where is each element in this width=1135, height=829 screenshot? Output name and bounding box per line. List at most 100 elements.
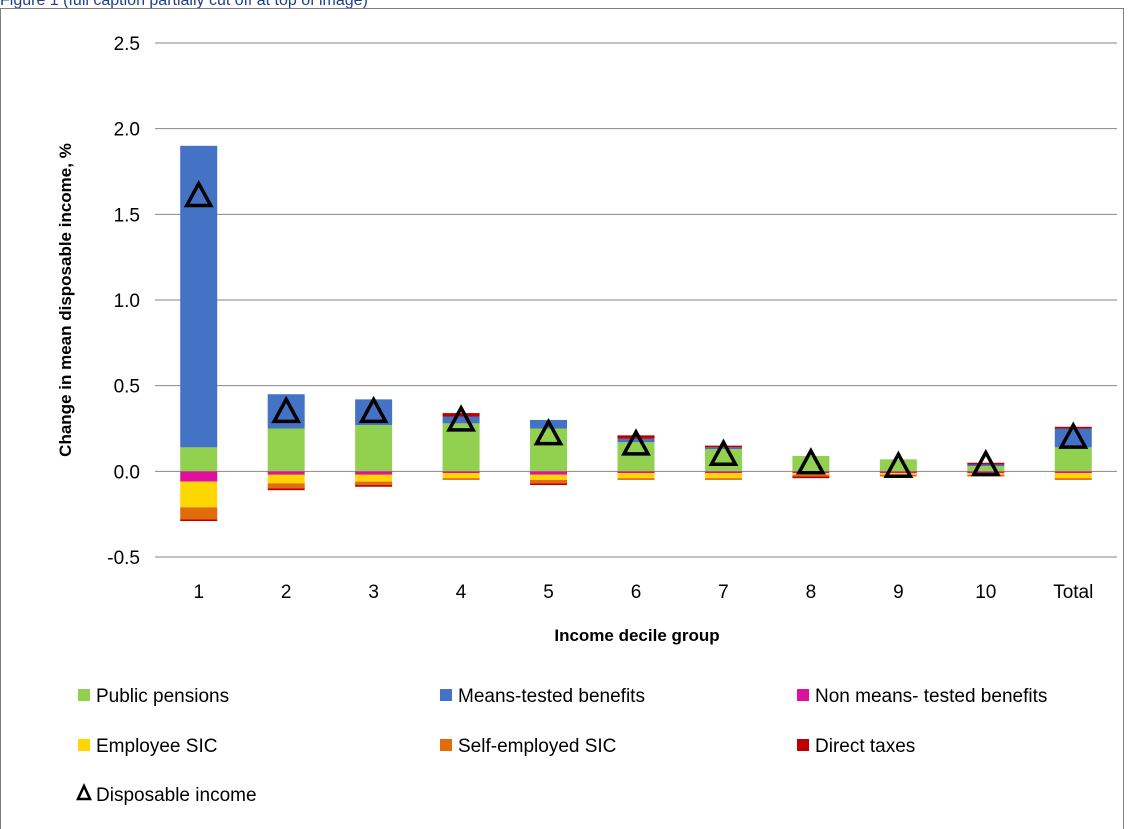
bar-segment [355,471,393,475]
legend-label: Self-employed SIC [458,736,616,757]
legend: Public pensions Means-tested benefits Non … [76,686,1047,806]
x-tick-label: 10 [975,582,996,603]
bar-segment [704,473,742,479]
bar-segment [1054,428,1092,448]
bars [180,145,1092,522]
bar-segment [704,445,742,448]
bar-segment [704,449,742,472]
bar-segment [530,471,568,475]
bar-segment [530,483,568,486]
legend-label: Public pensions [96,686,229,707]
bar-segment [530,479,568,484]
x-tick-label: 5 [543,582,554,603]
disposable-income-marker [446,404,477,432]
x-tick-label: 8 [806,582,817,603]
disposable-income-marker [183,179,214,208]
bar-segment [1054,447,1092,472]
bar-segment [442,416,480,424]
bar-segment [792,474,830,477]
y-tick-label: -0.5 [107,548,140,569]
bar-segment [879,471,917,474]
disposable-income-marker [533,417,564,446]
chart-frame [0,8,1124,829]
bar-segment [355,425,393,472]
x-axis-title: Income decile group [554,626,719,645]
disposable-income-marker [621,428,651,456]
x-tick-label: 4 [456,582,467,603]
bar-segment [617,438,655,443]
y-tick-labels: -0.5 0.0 0.5 1.0 1.5 2.0 2.5 [107,34,140,569]
x-tick-label: Total [1053,582,1093,603]
legend-swatch [78,689,90,701]
bar-segment [180,507,218,520]
bar-segment [967,462,1005,465]
bar-segment [967,464,1005,467]
legend-swatch [440,689,452,701]
bar-segment [355,474,393,482]
legend-swatch [797,739,809,751]
bar-segment [704,471,742,474]
bar-segment [967,471,1005,474]
bar-segment [792,455,830,472]
bar-segment [267,488,305,491]
legend-label: Means-tested benefits [458,686,645,707]
bar-segment [355,481,393,486]
bar-segment [617,478,655,480]
legend-label: Direct taxes [815,736,915,757]
x-tick-label: 3 [368,582,379,603]
bar-segment [967,466,1005,472]
bar-segment [442,473,480,479]
bar-segment [442,413,480,417]
bar-segment [267,483,305,489]
legend-swatch [76,783,92,801]
bar-segment [530,428,568,472]
x-tick-label: 6 [631,582,642,603]
bar-segment [879,473,917,475]
bar-segment [704,447,742,450]
disposable-income-marker [271,395,302,424]
gridlines [155,42,1117,558]
bar-segment [442,471,480,474]
page-title: Figure 1 (full caption partially cut off… [0,0,368,9]
y-tick-label: 0.5 [114,377,140,398]
x-tick-label: 7 [718,582,729,603]
disposable-income-marker [883,450,914,478]
bar-segment [180,145,218,448]
bar-segment [879,459,917,472]
bar-segment [617,442,655,472]
bar-segment [180,519,218,522]
bar-segment [617,473,655,479]
bar-segment [442,478,480,480]
y-axis-title: Change in mean disposable income, % [56,143,75,457]
disposable-income-marker [708,438,739,466]
bar-segment [792,476,830,479]
bar-segment [530,474,568,480]
x-tick-label: 9 [893,582,904,603]
bar-segment [1054,478,1092,480]
x-tick-labels: 1 2 3 4 5 6 7 8 9 10 Total [193,582,1093,603]
bar-segment [180,471,218,482]
disposable-income-marker [358,395,389,424]
bar-segment [617,471,655,474]
bar-segment [1054,471,1092,474]
bar-segment [180,447,218,472]
y-tick-label: 1.0 [114,291,140,312]
y-tick-label: 1.5 [114,205,140,226]
disposable-income-marker [970,448,1001,477]
bar-segment [267,474,305,484]
legend-label: Non means- tested benefits [815,686,1047,707]
y-tick-label: 0.0 [114,462,140,483]
disposable-income-marker [795,447,826,475]
x-tick-label: 2 [281,582,292,603]
y-tick-label: 2.5 [114,34,140,55]
legend-swatch [440,739,452,751]
legend-label: Disposable income [96,785,257,806]
bar-segment [267,428,305,472]
bar-segment [267,471,305,475]
bar-segment [704,478,742,480]
legend-swatch [797,689,809,701]
bar-segment [180,481,218,508]
disposable-income-markers [183,179,1089,478]
disposable-income-marker [1058,421,1089,449]
